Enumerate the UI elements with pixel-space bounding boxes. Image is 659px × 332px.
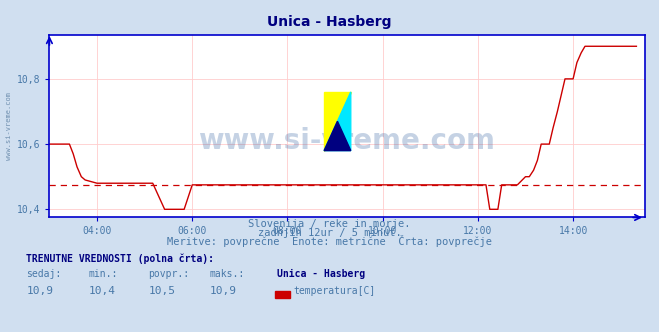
Text: povpr.:: povpr.: bbox=[148, 269, 189, 279]
Polygon shape bbox=[324, 92, 351, 151]
Text: Unica - Hasberg: Unica - Hasberg bbox=[277, 269, 365, 279]
Text: sedaj:: sedaj: bbox=[26, 269, 61, 279]
Text: 10,9: 10,9 bbox=[210, 286, 237, 296]
Text: Meritve: povprečne  Enote: metrične  Črta: povprečje: Meritve: povprečne Enote: metrične Črta:… bbox=[167, 235, 492, 247]
Text: www.si-vreme.com: www.si-vreme.com bbox=[198, 127, 496, 155]
Text: temperatura[C]: temperatura[C] bbox=[293, 286, 376, 296]
Text: zadnjih 12ur / 5 minut.: zadnjih 12ur / 5 minut. bbox=[258, 228, 401, 238]
Text: www.si-vreme.com: www.si-vreme.com bbox=[5, 92, 12, 160]
Text: min.:: min.: bbox=[89, 269, 119, 279]
Text: 10,4: 10,4 bbox=[89, 286, 116, 296]
Text: TRENUTNE VREDNOSTI (polna črta):: TRENUTNE VREDNOSTI (polna črta): bbox=[26, 254, 214, 264]
Text: 10,9: 10,9 bbox=[26, 286, 53, 296]
Text: 10,5: 10,5 bbox=[148, 286, 175, 296]
Text: Unica - Hasberg: Unica - Hasberg bbox=[268, 15, 391, 29]
Polygon shape bbox=[324, 92, 351, 151]
Polygon shape bbox=[324, 121, 351, 151]
Text: maks.:: maks.: bbox=[210, 269, 244, 279]
Text: Slovenija / reke in morje.: Slovenija / reke in morje. bbox=[248, 219, 411, 229]
